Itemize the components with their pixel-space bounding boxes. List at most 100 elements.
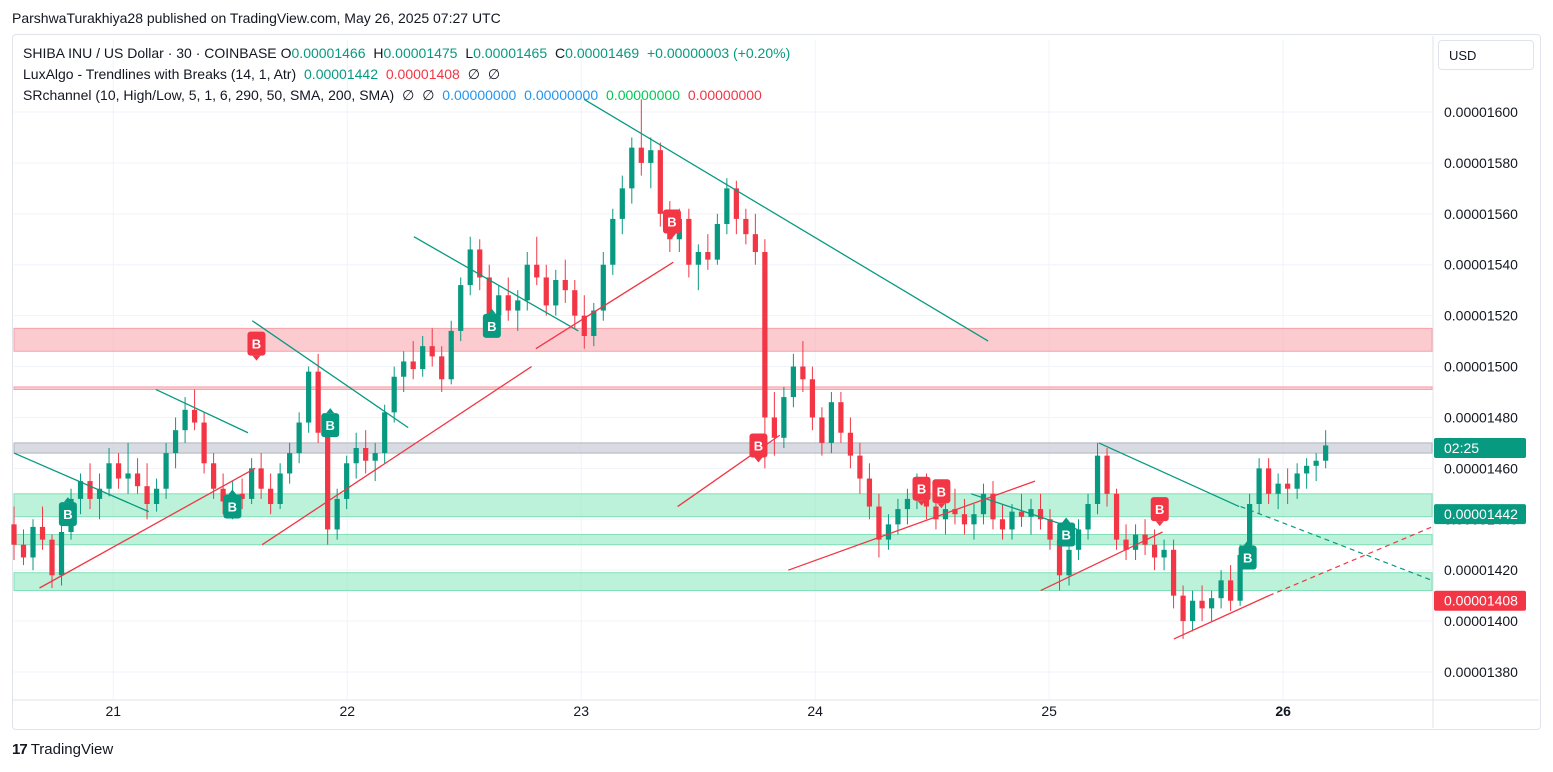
- candle-body[interactable]: [1304, 465, 1310, 474]
- candle-body[interactable]: [96, 488, 103, 499]
- trendline-up[interactable]: [39, 467, 256, 589]
- candle-body[interactable]: [391, 376, 397, 413]
- candle-body[interactable]: [220, 488, 226, 502]
- candle-body[interactable]: [458, 285, 464, 331]
- candle-body[interactable]: [1170, 549, 1177, 596]
- candle-body[interactable]: [1266, 468, 1272, 494]
- candle-body[interactable]: [800, 366, 806, 380]
- candle-body[interactable]: [629, 147, 635, 189]
- candle-body[interactable]: [296, 422, 302, 454]
- candle-body[interactable]: [1123, 539, 1129, 550]
- signal-sell-badge[interactable]: [247, 331, 266, 356]
- candle-body[interactable]: [857, 455, 863, 479]
- luxalgo-name[interactable]: LuxAlgo - Trendlines with Breaks (14, 1,…: [23, 66, 297, 82]
- signal-buy-badge[interactable]: [223, 494, 242, 519]
- candle-body[interactable]: [771, 417, 777, 438]
- candle-body[interactable]: [306, 371, 312, 423]
- trendline-projection-down[interactable]: [1240, 505, 1433, 581]
- candle-body[interactable]: [429, 346, 435, 357]
- candle-body[interactable]: [581, 315, 587, 336]
- candle-body[interactable]: [1085, 504, 1091, 530]
- candle-body[interactable]: [249, 468, 255, 499]
- candle-body[interactable]: [58, 532, 65, 576]
- candle-body[interactable]: [11, 524, 17, 545]
- candle-body[interactable]: [477, 249, 483, 278]
- candle-body[interactable]: [325, 432, 331, 530]
- candle-body[interactable]: [1208, 598, 1215, 609]
- trendline-down[interactable]: [251, 320, 409, 429]
- candle-body[interactable]: [344, 463, 350, 499]
- candle-body[interactable]: [372, 453, 378, 461]
- candle-body[interactable]: [315, 371, 321, 433]
- candle-body[interactable]: [1237, 554, 1243, 601]
- candle-body[interactable]: [1037, 509, 1044, 520]
- candle-body[interactable]: [363, 448, 369, 461]
- trendline-projection-up[interactable]: [1268, 526, 1433, 597]
- candle-body[interactable]: [439, 356, 445, 380]
- candle-body[interactable]: [448, 330, 454, 380]
- candle-body[interactable]: [714, 224, 720, 260]
- trendline-up[interactable]: [1040, 531, 1163, 592]
- candle-body[interactable]: [952, 509, 958, 515]
- candle-body[interactable]: [134, 473, 141, 487]
- candle-body[interactable]: [1094, 455, 1101, 504]
- signal-sell-badge[interactable]: [749, 433, 768, 458]
- candle-body[interactable]: [1180, 595, 1186, 622]
- candle-body[interactable]: [1047, 519, 1053, 540]
- candle-body[interactable]: [1104, 455, 1110, 494]
- candle-body[interactable]: [534, 264, 540, 278]
- candle-body[interactable]: [600, 264, 606, 311]
- candle-body[interactable]: [543, 277, 549, 306]
- candle-body[interactable]: [182, 409, 188, 431]
- candle-body[interactable]: [268, 488, 274, 504]
- signal-buy-badge[interactable]: [1057, 522, 1076, 547]
- candle-body[interactable]: [1142, 534, 1148, 545]
- trendline-down[interactable]: [155, 388, 249, 434]
- candle-body[interactable]: [752, 234, 758, 252]
- candle-body[interactable]: [87, 481, 93, 499]
- signal-buy-badge[interactable]: [482, 313, 501, 338]
- trendline-up[interactable]: [788, 480, 1036, 571]
- signal-buy-badge[interactable]: [58, 502, 77, 527]
- candle-body[interactable]: [553, 280, 559, 306]
- candle-body[interactable]: [163, 453, 169, 489]
- candle-body[interactable]: [20, 544, 27, 558]
- candle-body[interactable]: [1275, 483, 1281, 494]
- candle-body[interactable]: [1313, 460, 1319, 466]
- candle-body[interactable]: [1151, 544, 1158, 558]
- candle-body[interactable]: [1323, 445, 1329, 461]
- candle-body[interactable]: [505, 295, 511, 311]
- candle-body[interactable]: [1256, 468, 1262, 504]
- signal-buy-badge[interactable]: [1238, 545, 1257, 570]
- signal-buy-badge[interactable]: [321, 413, 340, 438]
- candle-body[interactable]: [1294, 473, 1300, 489]
- candle-body[interactable]: [1009, 511, 1015, 530]
- candle-body[interactable]: [866, 478, 873, 507]
- candle-body[interactable]: [515, 300, 521, 311]
- candle-body[interactable]: [1285, 483, 1291, 489]
- candle-body[interactable]: [287, 453, 293, 474]
- candle-body[interactable]: [1218, 580, 1224, 599]
- candle-body[interactable]: [486, 277, 492, 316]
- candle-body[interactable]: [610, 218, 616, 265]
- candle-body[interactable]: [106, 463, 112, 489]
- candle-body[interactable]: [49, 539, 55, 576]
- candle-body[interactable]: [1132, 534, 1139, 550]
- candle-body[interactable]: [695, 252, 701, 265]
- candle-body[interactable]: [1028, 509, 1034, 517]
- trendline-down[interactable]: [413, 236, 579, 332]
- candle-body[interactable]: [904, 498, 911, 510]
- candle-body[interactable]: [210, 463, 217, 489]
- candle-body[interactable]: [1066, 549, 1072, 576]
- candle-body[interactable]: [144, 486, 150, 504]
- candle-body[interactable]: [847, 432, 854, 456]
- candle-body[interactable]: [239, 493, 245, 499]
- signal-sell-badge[interactable]: [912, 476, 931, 501]
- candle-body[interactable]: [401, 361, 407, 377]
- candle-body[interactable]: [1056, 539, 1063, 576]
- candle-body[interactable]: [201, 422, 207, 464]
- candle-body[interactable]: [838, 402, 844, 433]
- candle-body[interactable]: [30, 526, 36, 558]
- trendline-up[interactable]: [1173, 595, 1270, 640]
- candle-body[interactable]: [467, 249, 473, 286]
